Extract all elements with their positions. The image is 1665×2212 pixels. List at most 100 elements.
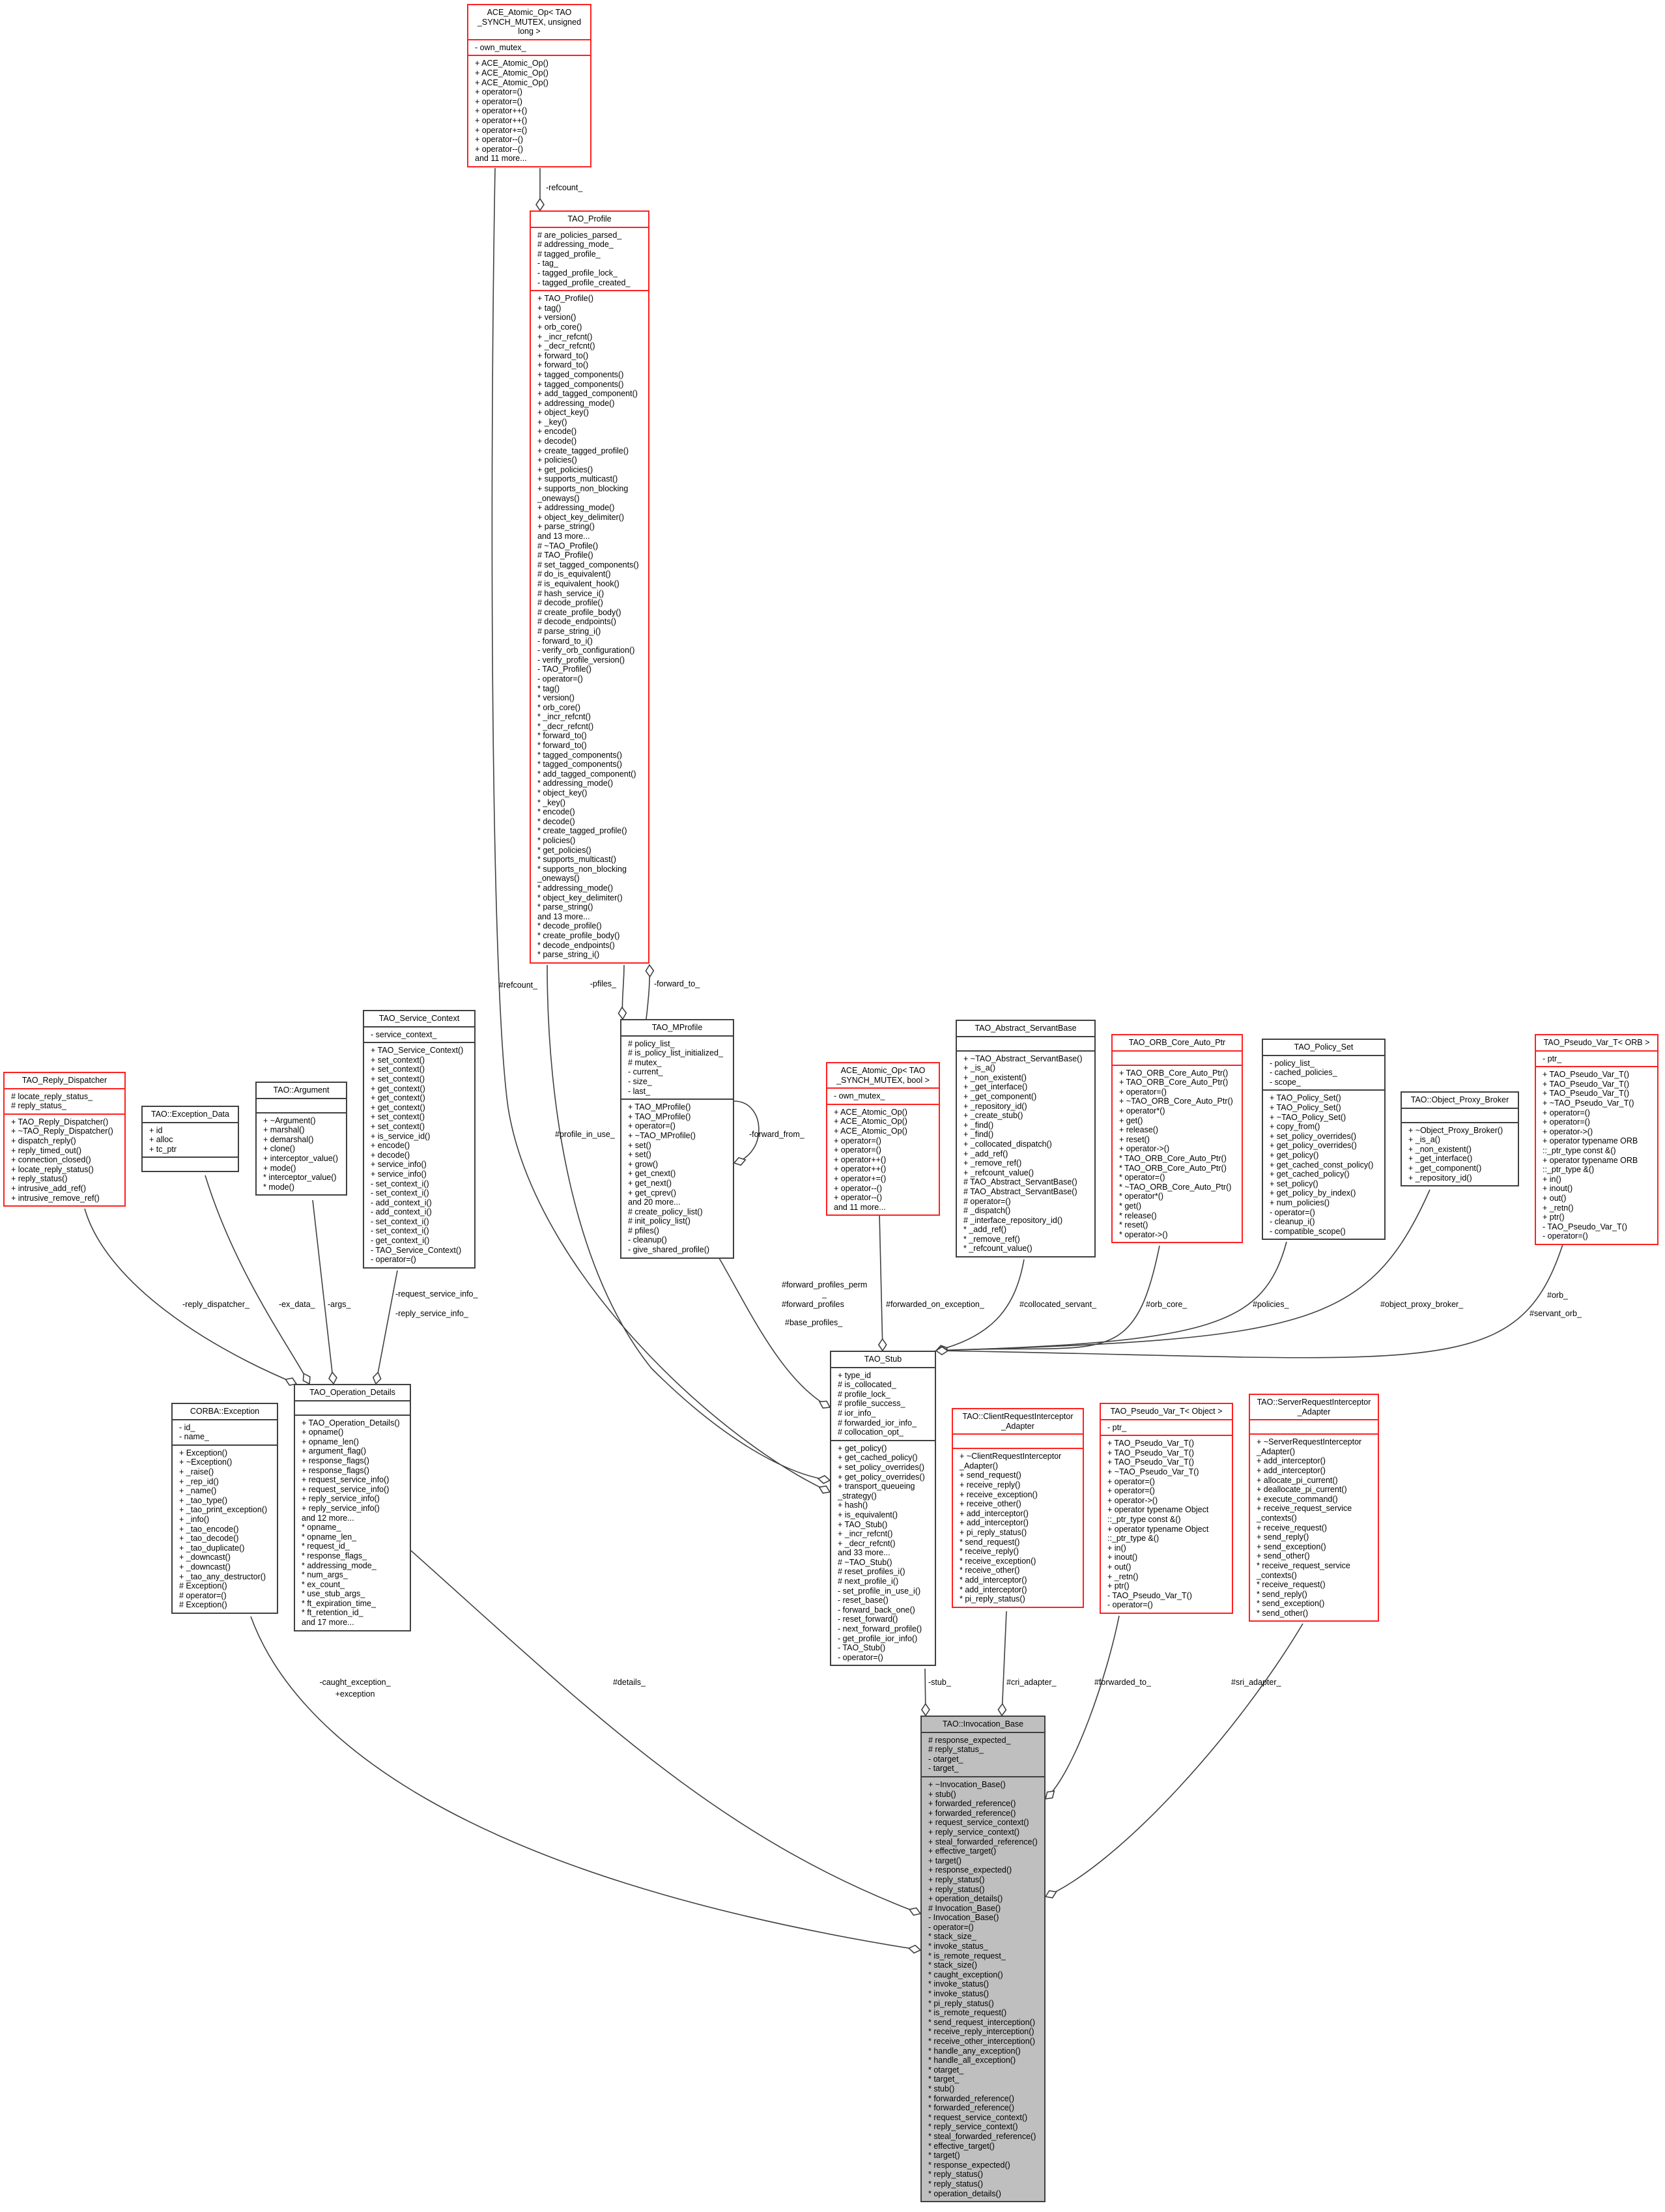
method: + supports_non_blocking: [537, 484, 629, 494]
method: + encode(): [371, 1141, 410, 1151]
class-tao-mprofile[interactable]: TAO_MProfile # policy_list_ # is_policy_li…: [620, 1019, 734, 1259]
aggregation-diamond-icon: [908, 1907, 922, 1916]
class-corba-exception[interactable]: CORBA::Exception - id_ - name_ + Exception(…: [171, 1403, 278, 1614]
method: * target(): [928, 2151, 960, 2161]
class-tao-exception-data[interactable]: TAO::Exception_Data + id + alloc + tc_ptr: [141, 1106, 239, 1173]
method: * pi_reply_status(): [960, 1594, 1025, 1604]
edge-ace_bool-to-stub: #forwarded_on_exception_: [877, 1213, 985, 1352]
class-name: TAO_Pseudo_Var_T< Object >: [1110, 1407, 1223, 1416]
method: * is_remote_request_: [928, 1951, 1006, 1961]
method: * addressing_mode_: [302, 1560, 377, 1570]
method: - operator=(): [1270, 1207, 1315, 1217]
method: * operator=(): [1119, 1173, 1165, 1183]
method: * supports_non_blocking: [537, 864, 627, 874]
class-name: TAO_Abstract_ServantBase: [975, 1024, 1077, 1033]
method: * response_flags_: [302, 1551, 367, 1560]
attribute: - tagged_profile_lock_: [537, 268, 618, 278]
method: * forwarded_reference(): [928, 2103, 1015, 2113]
edge-profile-to-mprofile: -pfiles_: [590, 964, 627, 1020]
class-name: _SYNCH_MUTEX, bool >: [836, 1075, 930, 1085]
method: + _get_component(): [1408, 1163, 1482, 1173]
class-tao-profile[interactable]: TAO_Profile # are_policies_parsed_ # addre…: [530, 210, 649, 964]
edge-exception_data-to-op_details: -ex_data_: [205, 1175, 316, 1385]
class-tao-argument[interactable]: TAO::Argument + ~Argument() + marshal() + d…: [255, 1082, 347, 1196]
method: # Exception(): [179, 1600, 227, 1610]
method: + addressing_mode(): [537, 398, 615, 408]
class-tao-orb-core-auto-ptr[interactable]: TAO_ORB_Core_Auto_Ptr + TAO_ORB_Core_Auto…: [1111, 1034, 1243, 1244]
class-tao-reply-dispatcher[interactable]: TAO_Reply_Dispatcher # locate_reply_statu…: [3, 1072, 126, 1207]
class-tao-policy-set[interactable]: TAO_Policy_Set - policy_list_ - cached_pol…: [1262, 1039, 1386, 1241]
method: + reply_timed_out(): [11, 1145, 82, 1155]
method: + intrusive_remove_ref(): [11, 1193, 100, 1203]
method: + _is_a(): [1408, 1135, 1440, 1145]
class-tao-stub[interactable]: TAO_Stub + type_id # is_collocated_ # profi…: [830, 1351, 936, 1667]
method: + operator=(): [1119, 1087, 1167, 1097]
edge-label: #orb_core_: [1146, 1300, 1188, 1309]
attributes-section: - ptr_: [1101, 1418, 1232, 1435]
method: + operator typename ORB: [1543, 1136, 1638, 1146]
method: + object_key_delimiter(): [537, 512, 625, 522]
method: - set_context_i(): [371, 1226, 429, 1236]
class-tao-pseudo-var-orb[interactable]: TAO_Pseudo_Var_T< ORB > - ptr_ + TAO_Pseud…: [1535, 1034, 1658, 1245]
attributes-section: [957, 1035, 1094, 1050]
methods-section: + ACE_Atomic_Op() + ACE_Atomic_Op() + ACE_…: [468, 55, 590, 166]
method: + TAO_ORB_Core_Auto_Ptr(): [1119, 1068, 1229, 1078]
method: + _collocated_dispatch(): [963, 1139, 1052, 1149]
method: + _is_a(): [963, 1063, 995, 1073]
method: + reply_status(): [928, 1884, 985, 1894]
class-tao-object-proxy-broker[interactable]: TAO::Object_Proxy_Broker + ~Object_Proxy_…: [1401, 1091, 1519, 1187]
method: * target_: [928, 2075, 960, 2084]
method: + get_policy_overrides(): [1270, 1141, 1357, 1151]
method: + in(): [1543, 1174, 1561, 1184]
class-client-request-interceptor-adapter[interactable]: TAO::ClientRequestInterceptor _Adapter + ~…: [952, 1408, 1084, 1608]
class-name: long >: [518, 27, 541, 36]
class-ace-atomic-op-unsigned-long[interactable]: ACE_Atomic_Op< TAO _SYNCH_MUTEX, unsigned…: [467, 4, 591, 167]
method: # TAO_Profile(): [537, 551, 593, 560]
edge-stub-to-invocation: -stub_: [920, 1668, 952, 1717]
class-tao-abstract-servantbase[interactable]: TAO_Abstract_ServantBase + ~TAO_Abstract_…: [956, 1020, 1096, 1258]
method: + operator*(): [1119, 1106, 1165, 1115]
method: + ptr(): [1107, 1581, 1130, 1591]
method: * add_interceptor(): [960, 1575, 1027, 1585]
class-title: TAO_Service_Context: [364, 1011, 474, 1026]
method: + ACE_Atomic_Op(): [834, 1126, 907, 1136]
method: + operator typename ORB: [1543, 1155, 1638, 1165]
method: + _refcount_value(): [963, 1168, 1034, 1177]
method: + opname_len(): [302, 1437, 359, 1446]
class-tao-pseudo-var-object[interactable]: TAO_Pseudo_Var_T< Object > - ptr_ + TAO_Ps…: [1100, 1403, 1233, 1614]
method: + operator--(): [475, 135, 523, 145]
class-name: TAO::ServerRequestInterceptor: [1257, 1398, 1371, 1407]
method: # operator=(): [179, 1590, 227, 1600]
method: + addressing_mode(): [537, 503, 615, 513]
method: + clone(): [263, 1144, 295, 1154]
method: + add_tagged_component(): [537, 389, 638, 399]
class-server-request-interceptor-adapter[interactable]: TAO::ServerRequestInterceptor _Adapter + ~…: [1249, 1394, 1379, 1622]
edge-label: -reply_service_info_: [395, 1309, 469, 1318]
method: * policies(): [537, 836, 576, 845]
class-tao-invocation-base[interactable]: TAO::Invocation_Base # response_expected_…: [920, 1716, 1046, 2203]
edge-corba_exception-to-invocation: -caught_exception_ +exception: [250, 1616, 922, 1954]
method: * use_stub_args_: [302, 1589, 365, 1599]
attribute: - current_: [628, 1067, 663, 1077]
method: * receive_reply_interception(): [928, 2027, 1034, 2037]
method: + get_context(): [371, 1093, 425, 1103]
class-title: ACE_Atomic_Op< TAO _SYNCH_MUTEX, bool >: [827, 1063, 939, 1087]
class-tao-service-context[interactable]: TAO_Service_Context - service_context_ + T…: [363, 1010, 476, 1269]
class-title: TAO::ClientRequestInterceptor _Adapter: [953, 1409, 1083, 1433]
edge-line: [1001, 1611, 1007, 1716]
method: * _add_ref(): [963, 1225, 1007, 1235]
method: # pfiles(): [628, 1226, 659, 1235]
method: + decode(): [537, 437, 577, 446]
class-ace-atomic-op-bool[interactable]: ACE_Atomic_Op< TAO _SYNCH_MUTEX, bool > - …: [826, 1062, 940, 1216]
method: + connection_closed(): [11, 1155, 91, 1165]
class-title: TAO_Pseudo_Var_T< Object >: [1101, 1404, 1232, 1419]
class-name: TAO_Service_Context: [378, 1014, 460, 1023]
aggregation-diamond-icon: [1044, 1889, 1057, 1899]
method: * opname_: [302, 1523, 341, 1532]
method: * operation_details(): [928, 2189, 1001, 2198]
class-tao-operation-details[interactable]: TAO_Operation_Details + TAO_Operation_Det…: [294, 1384, 411, 1631]
edge-service_context-to-op_details: -request_service_info_ -reply_service_inf…: [372, 1270, 479, 1385]
aggregation-diamond-icon: [372, 1371, 382, 1385]
attributes-section: [257, 1097, 346, 1112]
